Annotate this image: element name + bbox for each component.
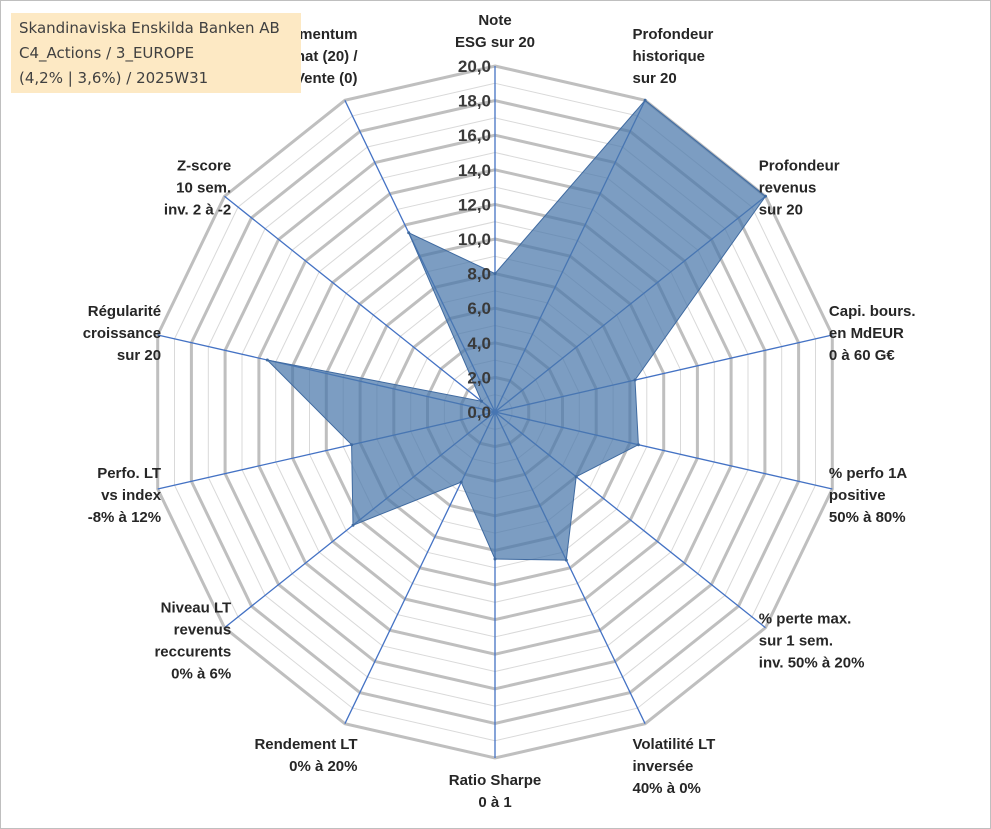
data-point [351,523,355,527]
axis-label-line: sur 20 [759,202,803,219]
tick-label: 2,0 [467,368,491,387]
tick-label: 4,0 [467,334,491,353]
axis-label-line: reccurents [154,643,231,660]
axis-label-line: 40% à 0% [633,780,701,797]
data-point [480,399,483,403]
axis-label-line: revenus [174,621,232,638]
axis-label-line: inv. 2 à -2 [164,202,231,219]
info-stats: (4,2% | 3,6%) / 2025W31 [19,69,209,87]
info-box: Skandinaviska Enskilda Banken AB C4_Acti… [11,13,301,93]
axis-label-line: inversée [633,758,694,775]
axis-label: Volatilité LT inversée 40% à 0% [633,736,716,797]
axis-label-line: inv. 50% à 20% [759,654,865,671]
axis-label-line: 10 sem. [176,180,231,197]
tick-label: 18,0 [458,92,491,111]
axis-label-line: 0 à 60 G€ [829,347,896,364]
axis-label-line: Capi. bours. [829,303,916,320]
axis-label-line: vs index [101,487,162,504]
series-layer [265,98,767,562]
axis-label-line: Profondeur [759,158,840,175]
axis-label-line: ESG sur 20 [455,34,535,51]
axis-label-line: -8% à 12% [88,509,161,526]
axis-label-line: historique [633,48,706,65]
data-point [633,378,637,382]
axis-label-line: Volatilité LT [633,736,716,753]
axis-label: Z-score 10 sem. inv. 2 à -2 [164,158,231,219]
axis-label-line: sur 20 [633,70,677,87]
axis-label-line: Note [478,12,511,29]
axis-label: Niveau LT revenus reccurents 0% à 6% [154,599,231,682]
data-point [636,443,640,447]
axis-label: % perte max. sur 1 sem. inv. 50% à 20% [759,610,865,671]
tick-label: 16,0 [458,126,491,145]
axis-label-line: croissance [83,325,161,342]
axis-label-line: sur 1 sem. [759,632,833,649]
series-area [265,99,767,561]
data-point [350,443,354,447]
axis-label: Profondeur historique sur 20 [633,26,714,87]
data-point [459,480,463,484]
radial-tick-labels: 0,0 2,0 4,0 6,0 8,0 10,0 12,0 14,0 16,0 18,0 20,0 [458,57,491,422]
axis-label-line: Profondeur [633,26,714,43]
info-company: Skandinaviska Enskilda Banken AB [19,19,280,37]
tick-label: 0,0 [467,403,491,422]
axis-label: Perfo. LT vs index -8% à 12% [88,465,162,526]
axis-label: Rendement LT 0% à 20% [254,736,357,775]
axis-label: Profondeur revenus sur 20 [759,158,840,219]
data-point [493,272,497,276]
axis-label-line: Régularité [88,303,161,320]
axis-label-line: sur 20 [117,347,161,364]
axis-label-line: Ratio Sharpe [449,772,542,789]
info-category: C4_Actions / 3_EUROPE [19,44,195,62]
axis-label: Ratio Sharpe 0 à 1 [449,772,542,811]
data-point [493,557,497,561]
tick-label: 12,0 [458,195,491,214]
axis-label: Capi. bours. en MdEUR 0 à 60 G€ [829,303,916,364]
tick-label: 6,0 [467,299,491,318]
axis-label-line: positive [829,487,886,504]
axis-label-line: % perfo 1A [829,465,908,482]
data-point [564,558,568,562]
axis-label-line: Niveau LT [161,599,232,616]
axis-label-line: revenus [759,180,817,197]
axis-label: % perfo 1A positive 50% à 80% [829,465,908,526]
tick-label: 10,0 [458,230,491,249]
axis-label-line: Perfo. LT [97,465,161,482]
axis-label-line: 50% à 80% [829,509,906,526]
axis-label-line: Rendement LT [254,736,357,753]
axis-label-line: % perte max. [759,610,852,627]
tick-label: 8,0 [467,265,491,284]
axis-label-line: en MdEUR [829,325,904,342]
axis-label-line: 0 à 1 [478,794,511,811]
tick-label: 14,0 [458,161,491,180]
axis-label: Note ESG sur 20 [455,12,535,51]
axis-label: Régularité croissance sur 20 [83,303,161,364]
axis-label-line: Vente (0) [295,70,358,87]
axis-label-line: 0% à 6% [171,665,231,682]
data-point [643,98,647,102]
data-point [407,231,411,235]
axis-spoke [224,195,496,413]
data-point [764,194,767,198]
axis-label-line: 0% à 20% [289,758,357,775]
axis-label-line: Z-score [177,158,231,175]
tick-label: 20,0 [458,57,491,76]
data-point [574,475,578,479]
data-point [265,358,269,362]
